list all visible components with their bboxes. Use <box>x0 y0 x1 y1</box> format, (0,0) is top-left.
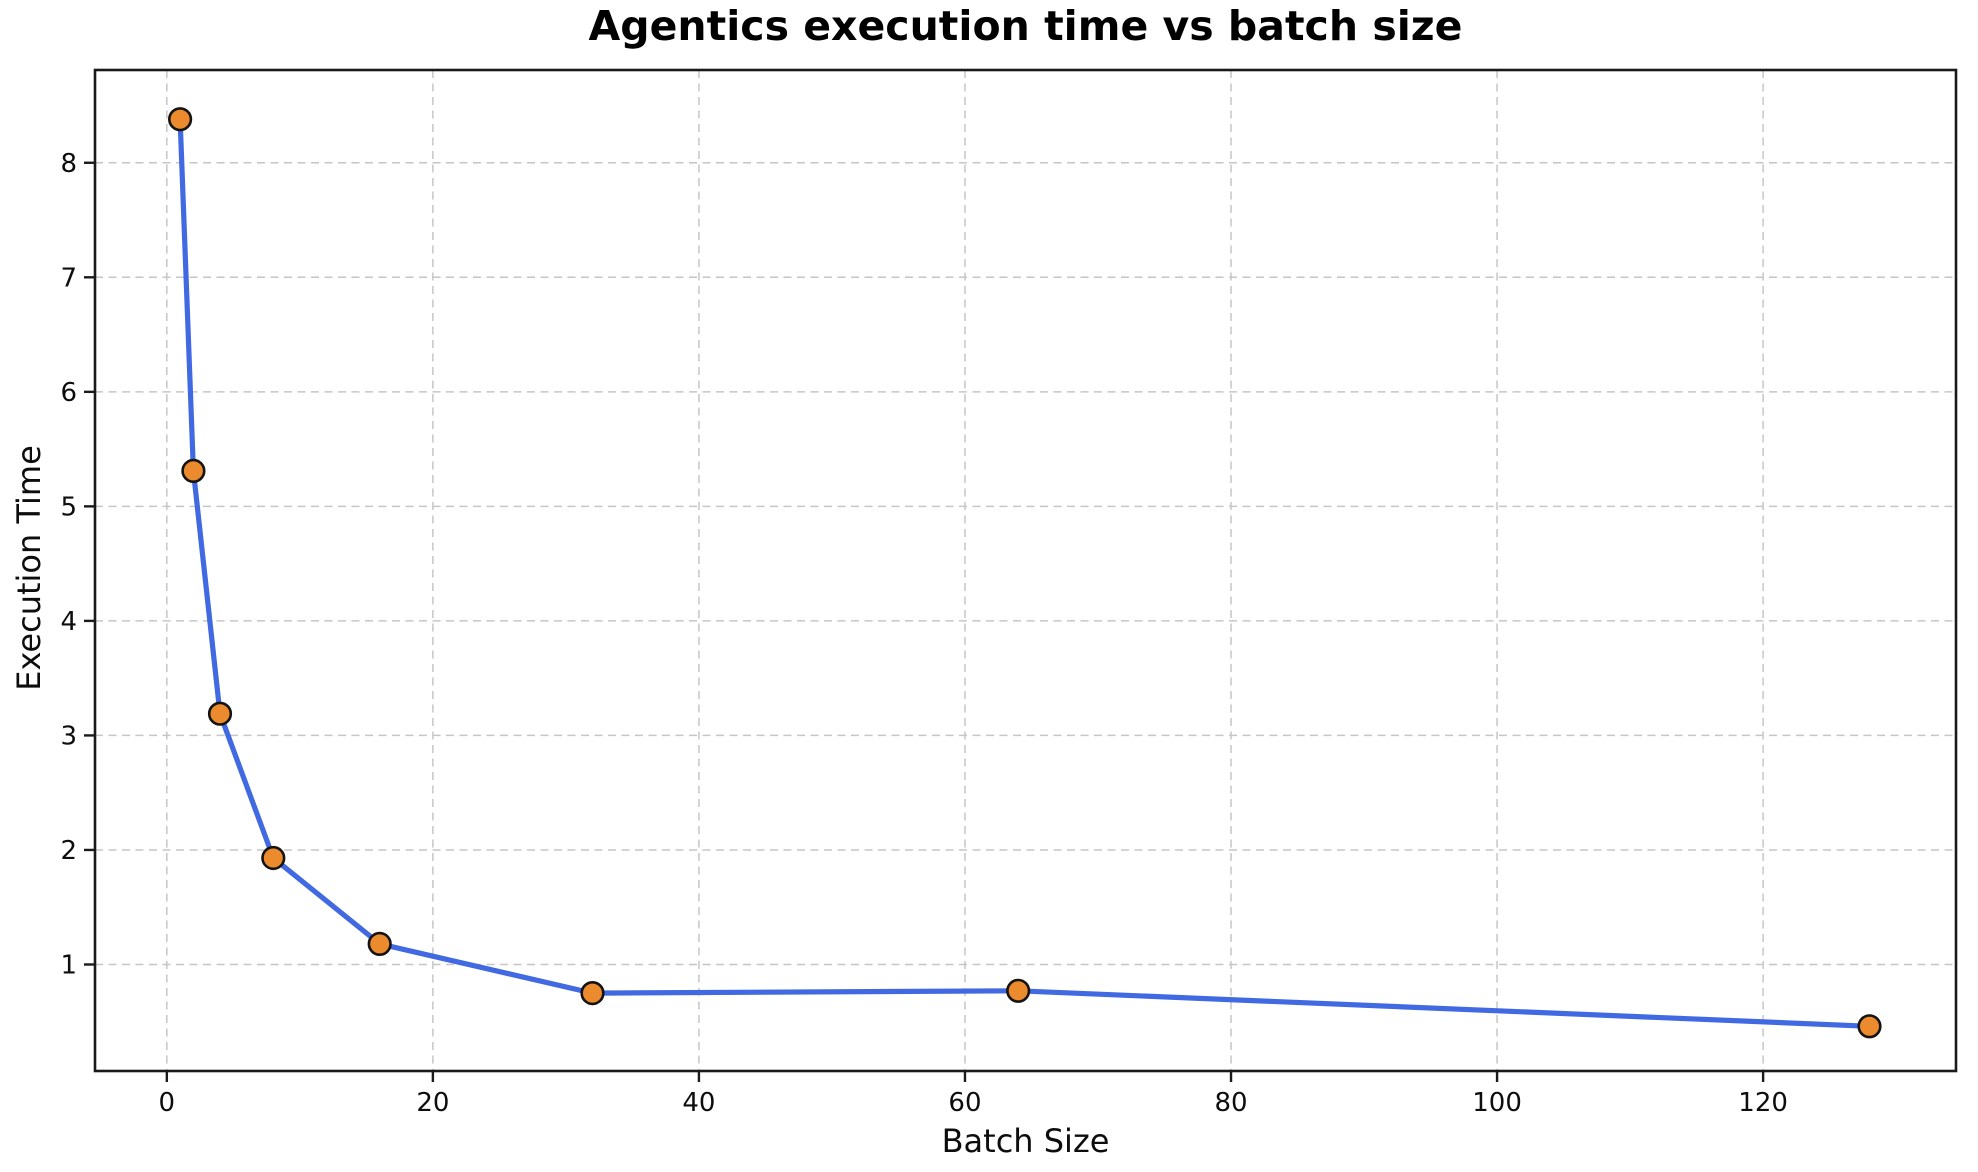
x-tick-label: 20 <box>416 1088 449 1118</box>
x-tick-label: 120 <box>1738 1088 1788 1118</box>
y-tick-label: 5 <box>60 492 77 522</box>
data-point-batch-8 <box>261 845 286 871</box>
x-axis-label: Batch Size <box>941 1122 1110 1160</box>
x-tick-label: 80 <box>1214 1088 1247 1118</box>
y-tick-label: 7 <box>60 263 77 293</box>
y-axis-label: Execution Time <box>10 445 48 691</box>
data-line <box>177 116 1873 1029</box>
plot-border <box>93 68 1958 1073</box>
data-point-batch-2 <box>181 458 206 484</box>
x-tick-label: 0 <box>159 1088 176 1118</box>
y-tick-label: 2 <box>60 836 77 866</box>
x-tick-label: 100 <box>1472 1088 1522 1118</box>
y-tick-label: 6 <box>60 378 77 408</box>
y-tick-label: 4 <box>60 607 77 637</box>
data-point-batch-64 <box>1006 978 1031 1003</box>
data-point-batch-128 <box>1857 1014 1882 1039</box>
y-tick-label: 3 <box>60 721 77 751</box>
y-tick-label: 1 <box>60 950 77 980</box>
x-tick-label: 60 <box>948 1088 981 1118</box>
data-point-batch-1 <box>168 107 193 132</box>
x-tick-label: 40 <box>682 1088 715 1118</box>
chart-title: Agentics execution time vs batch size <box>588 2 1463 50</box>
y-tick-label: 8 <box>60 149 77 179</box>
data-point-batch-16 <box>367 931 392 957</box>
data-point-batch-4 <box>207 701 233 726</box>
data-point-batch-32 <box>580 980 605 1006</box>
